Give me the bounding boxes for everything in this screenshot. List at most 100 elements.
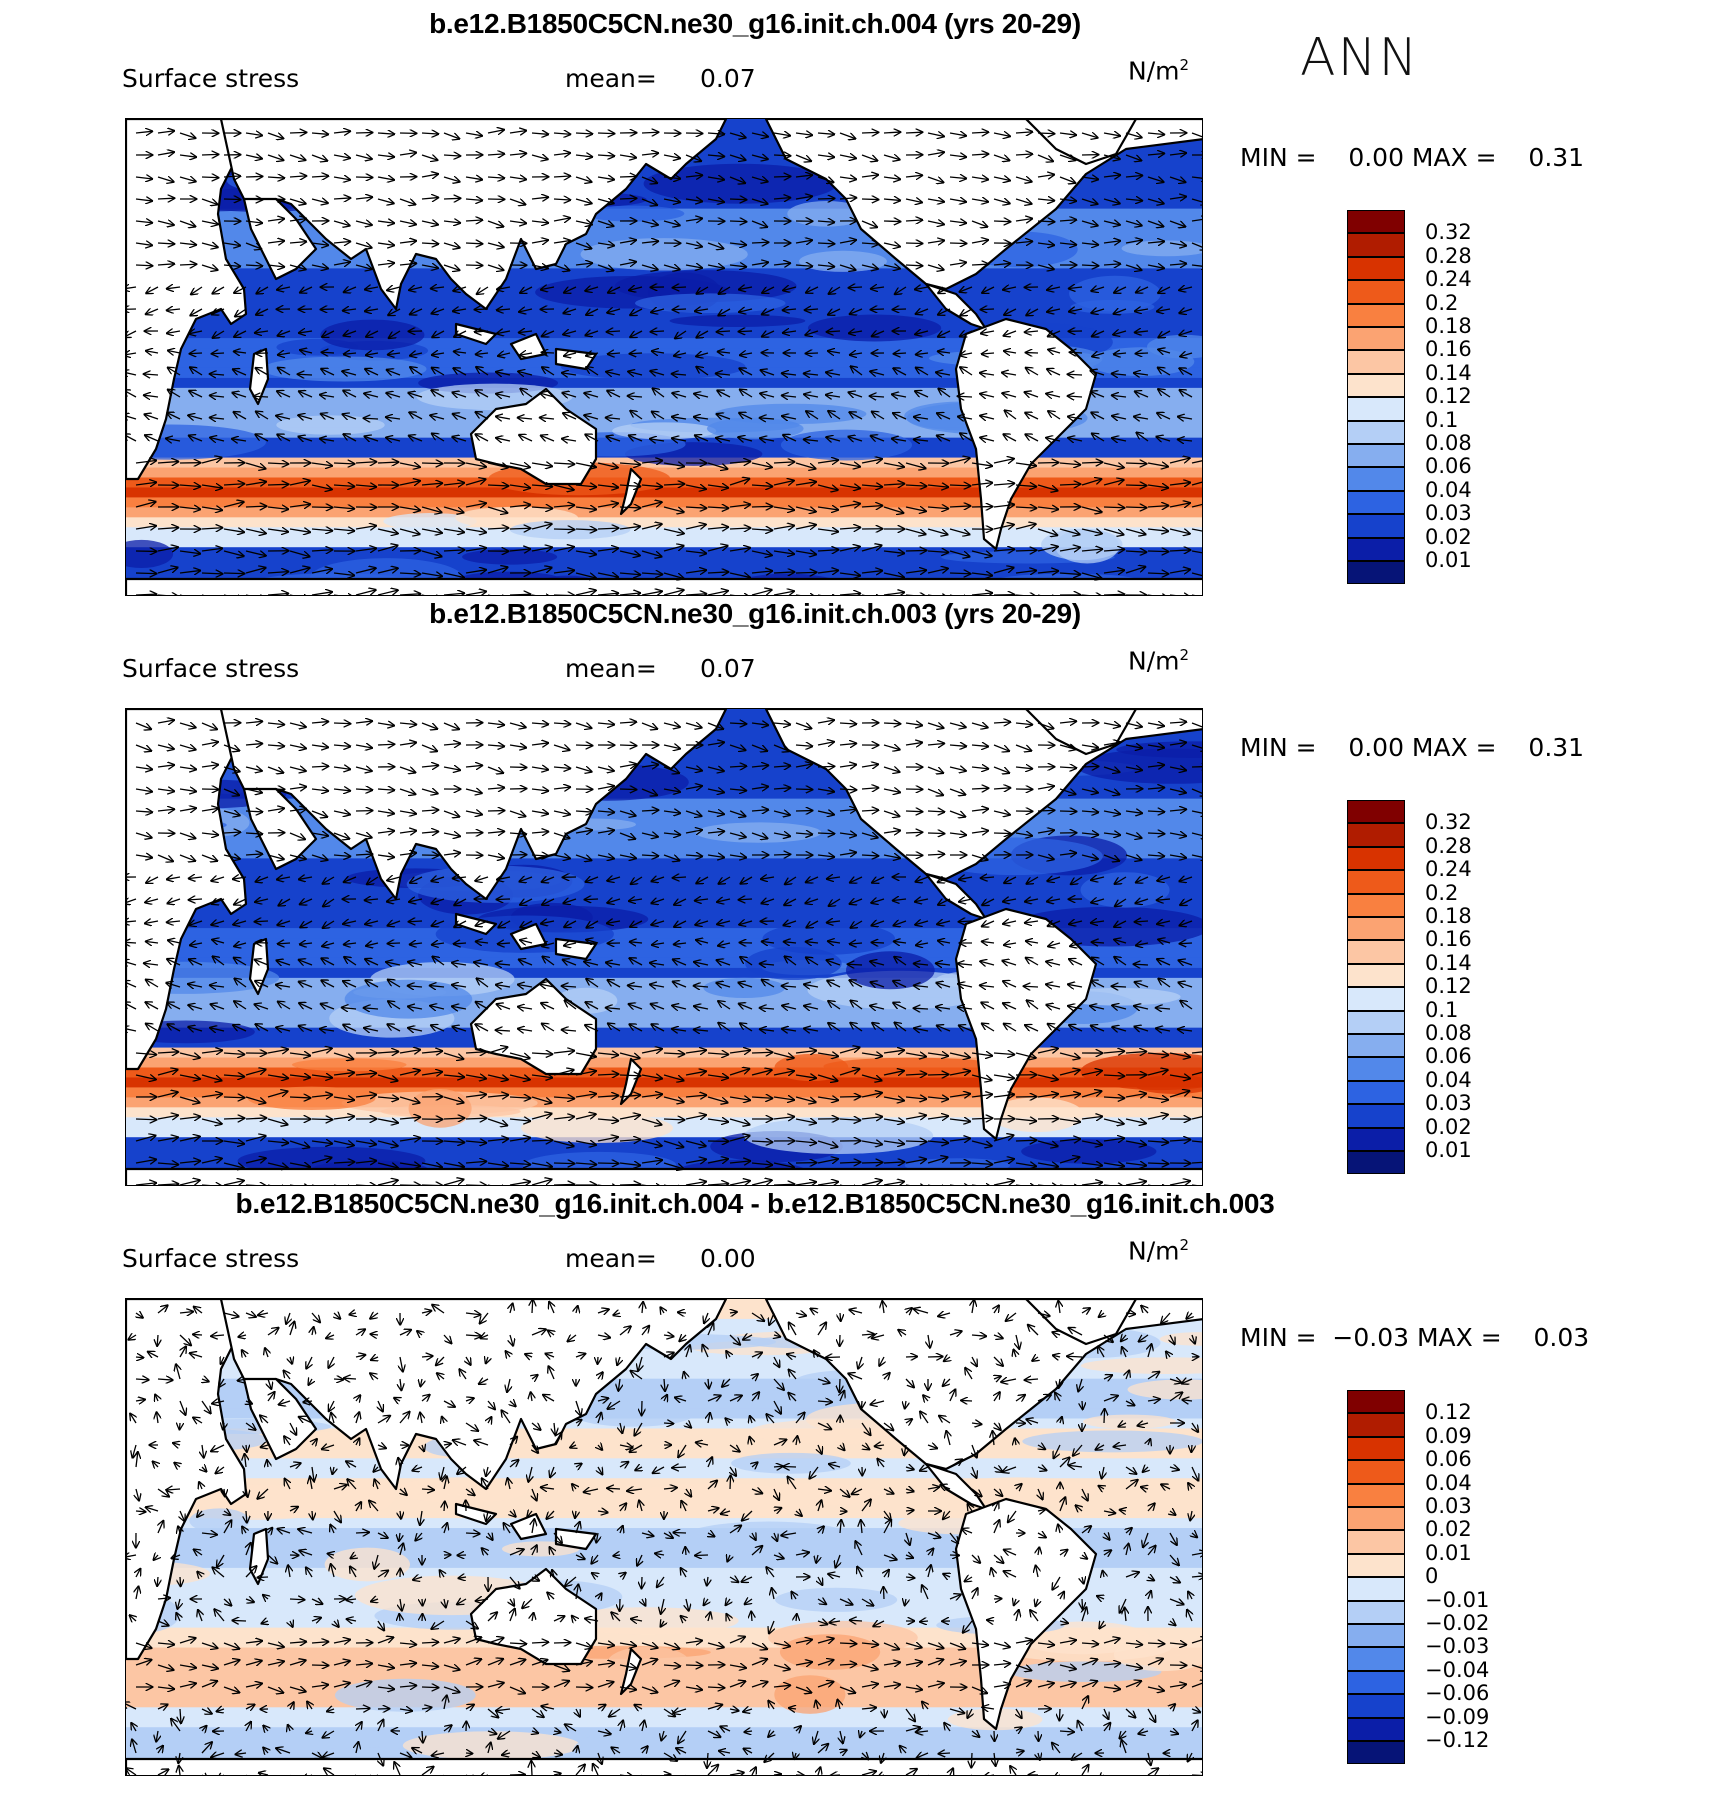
wind-vector	[1081, 462, 1102, 463]
colorbar-tick-label: 0.08	[1425, 1021, 1472, 1045]
wind-vector	[1081, 265, 1098, 266]
wind-vector	[443, 1774, 444, 1775]
wind-vector	[839, 177, 856, 179]
wind-vector	[773, 1184, 794, 1185]
colorbar-swatch	[1347, 350, 1405, 374]
wind-vector	[839, 132, 855, 138]
wind-vector	[883, 1587, 884, 1600]
wind-vector	[949, 262, 966, 265]
wind-vector	[409, 921, 423, 922]
shading-patch	[580, 238, 748, 271]
wind-vector	[927, 221, 944, 224]
coastline	[126, 1167, 1202, 1185]
wind-vector	[1037, 175, 1054, 177]
wind-vector	[1081, 221, 1097, 225]
colorbar-tick-label: 0.04	[1425, 1067, 1472, 1092]
wind-vector	[707, 177, 724, 180]
wind-vector	[586, 287, 599, 291]
wind-vector	[1169, 220, 1185, 227]
wind-vector	[1125, 199, 1142, 201]
wind-vector	[993, 133, 1010, 136]
wind-vector	[179, 155, 196, 157]
wind-vector	[905, 832, 922, 833]
shading-patch	[520, 1113, 674, 1143]
wind-vector	[465, 133, 482, 136]
wind-vector	[1004, 309, 1017, 315]
wind-vector	[1037, 221, 1054, 222]
wind-vector	[1192, 1775, 1203, 1776]
colorbar-tick-label: 0.04	[1425, 1470, 1472, 1495]
wind-vector	[1147, 551, 1168, 552]
wind-vector	[984, 1775, 994, 1776]
wind-vector	[883, 132, 900, 133]
colorbar-swatch	[1347, 537, 1405, 561]
wind-vector	[950, 594, 969, 595]
wind-vector	[927, 1074, 948, 1075]
wind-vector	[1067, 1356, 1083, 1357]
wind-vector	[135, 1119, 156, 1120]
wind-vector	[223, 176, 240, 177]
wind-vector	[564, 309, 577, 313]
colorbar-tick-label: 0.03	[1425, 501, 1472, 526]
coastline	[126, 119, 248, 481]
colorbar-tick-label: 0.24	[1425, 857, 1472, 882]
wind-vector	[333, 177, 350, 180]
wind-vector	[597, 221, 613, 226]
wind-vector	[135, 1511, 145, 1512]
wind-vector	[849, 287, 863, 288]
wind-vector	[1103, 155, 1119, 159]
colorbar-tick-label: 0.03	[1425, 1494, 1472, 1518]
wind-vector	[355, 1708, 369, 1709]
wind-vector	[1147, 833, 1164, 834]
wind-vector	[421, 174, 438, 177]
wind-vector	[959, 921, 973, 922]
wind-vector	[135, 573, 156, 574]
wind-vector	[1081, 177, 1098, 179]
wind-vector	[1037, 810, 1054, 811]
wind-vector	[839, 198, 856, 199]
wind-vector	[531, 155, 547, 159]
colorbar-swatch	[1347, 1717, 1405, 1741]
wind-vector	[619, 745, 636, 746]
wind-vector	[191, 286, 203, 294]
wind-vector	[927, 199, 944, 202]
colorbar-tick-label: 0.06	[1425, 1447, 1472, 1472]
wind-vector	[421, 1642, 438, 1643]
wind-vector	[1038, 1185, 1058, 1186]
wind-vector	[839, 265, 855, 270]
wind-vector	[717, 331, 731, 332]
colorbar-swatch	[1347, 1647, 1405, 1671]
wind-vector	[607, 331, 621, 332]
wind-vector	[751, 220, 767, 227]
wind-vector	[641, 132, 658, 133]
shading-band	[126, 1697, 1202, 1709]
wind-vector	[388, 308, 401, 315]
wind-vector	[619, 1075, 640, 1076]
wind-vector	[1059, 176, 1075, 183]
wind-vector	[795, 133, 812, 135]
colorbar-swatch	[1347, 1010, 1405, 1034]
mean-value: 0.00	[700, 1244, 756, 1273]
colorbar-tick-label: 0.32	[1425, 220, 1472, 245]
shading-patch	[1082, 1414, 1176, 1429]
wind-vector	[1147, 265, 1164, 268]
wind-vector	[1103, 594, 1124, 595]
wind-vector	[135, 594, 156, 595]
wind-vector	[267, 265, 284, 267]
colorbar-swatch	[1347, 1057, 1405, 1081]
wind-vector	[695, 1555, 709, 1556]
wind-vector	[126, 942, 137, 943]
wind-vector	[597, 177, 614, 180]
wind-vector	[597, 243, 614, 246]
wind-vector	[840, 1312, 841, 1321]
wind-vector	[1037, 243, 1054, 245]
wind-vector	[817, 177, 833, 182]
wind-vector	[333, 463, 354, 464]
wind-vector	[848, 964, 863, 965]
wind-vector	[751, 242, 768, 243]
wind-vector	[927, 176, 943, 182]
wind-vector	[1069, 309, 1083, 312]
shading-patch	[731, 1452, 851, 1474]
wind-vector	[751, 133, 768, 137]
wind-vector	[553, 218, 570, 221]
